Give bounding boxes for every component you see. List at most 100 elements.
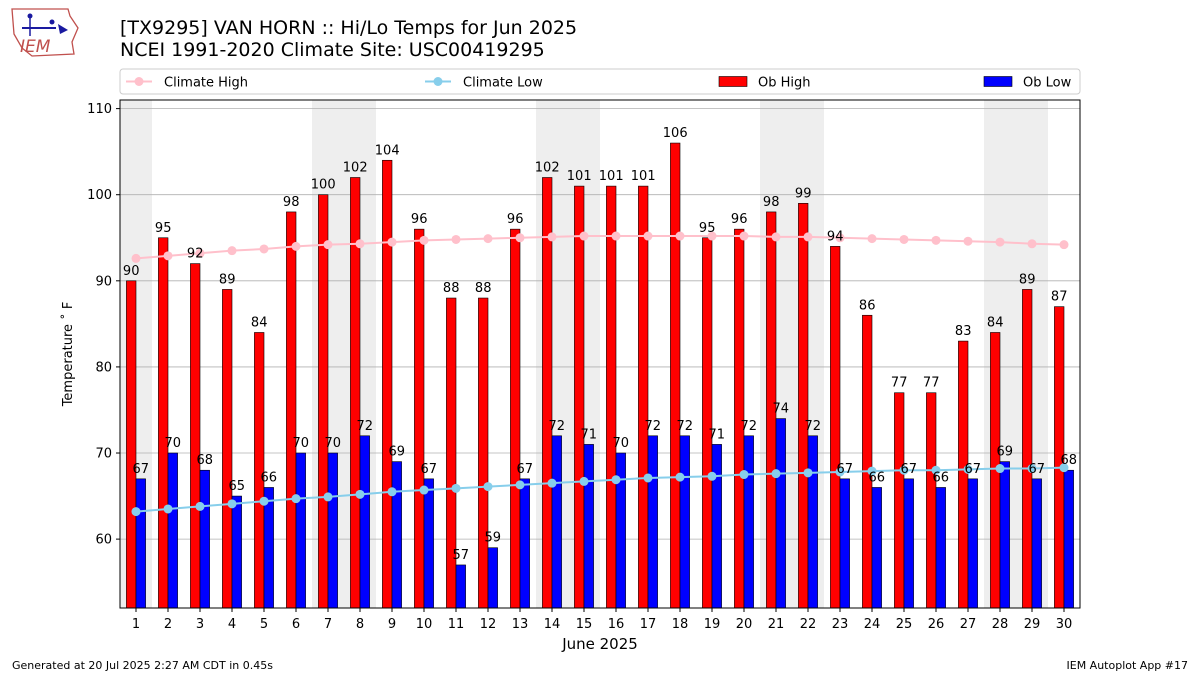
- climate-low-point: [131, 507, 141, 517]
- climate-high-point: [451, 234, 461, 244]
- climate-high-point: [163, 251, 173, 261]
- y-tick-label: 70: [95, 447, 112, 462]
- chart-subtitle: NCEI 1991-2020 Climate Site: USC00419295: [120, 39, 545, 61]
- climate-low-point: [387, 487, 397, 497]
- ob-high-label: 90: [123, 264, 140, 279]
- ob-low-label: 70: [613, 436, 630, 451]
- ob-high-label: 101: [631, 169, 656, 184]
- climate-high-point: [707, 231, 717, 241]
- ob-high-label: 104: [375, 143, 400, 158]
- ob-low-bar: [679, 435, 690, 609]
- ob-high-bar: [574, 185, 585, 609]
- ob-low-label: 67: [133, 462, 150, 477]
- x-tick-label: 3: [196, 617, 204, 632]
- ob-low-bar: [551, 435, 562, 609]
- climate-low-point: [1027, 464, 1037, 474]
- ob-low-label: 69: [389, 445, 406, 460]
- climate-low-point: [771, 469, 781, 479]
- ob-high-label: 96: [411, 212, 428, 227]
- ob-low-bar: [1063, 469, 1074, 609]
- ob-high-bar: [414, 228, 425, 609]
- x-tick-label: 26: [928, 617, 945, 632]
- climate-low-point: [899, 465, 909, 475]
- ob-high-label: 87: [1051, 290, 1068, 305]
- climate-low-point: [323, 492, 333, 502]
- ob-low-bar: [583, 444, 594, 609]
- x-tick-label: 14: [544, 617, 561, 632]
- climate-high-line: [135, 235, 1065, 260]
- ob-high-label: 88: [443, 281, 460, 296]
- x-tick-label: 1: [132, 617, 140, 632]
- ob-low-bar: [391, 461, 402, 609]
- ob-high-label: 84: [251, 315, 268, 330]
- ob-low-label: 72: [357, 419, 374, 434]
- y-axis-label: Temperature ˚ F: [60, 302, 76, 408]
- ob-low-bar: [135, 478, 146, 609]
- ob-high-label: 89: [219, 272, 236, 287]
- y-tick-label: 90: [95, 274, 112, 289]
- climate-low-point: [675, 472, 685, 482]
- ob-high-label: 95: [699, 221, 716, 236]
- ob-low-bar: [711, 444, 722, 609]
- x-axis-label: June 2025: [561, 635, 638, 653]
- ob-low-bar: [327, 452, 338, 609]
- ob-low-bar: [999, 461, 1010, 609]
- legend-climate-high-marker: [134, 77, 144, 86]
- ob-low-bar: [839, 478, 850, 609]
- ob-low-bar: [775, 418, 786, 609]
- climate-low-point: [451, 483, 461, 493]
- x-tick-label: 30: [1056, 617, 1073, 632]
- ob-low-bar: [519, 478, 530, 609]
- ob-high-bar: [190, 263, 201, 609]
- ob-low-label: 65: [229, 479, 246, 494]
- ob-high-bar: [510, 228, 521, 609]
- climate-high-point: [835, 233, 845, 243]
- climate-high-point: [675, 231, 685, 241]
- climate-high-point: [131, 253, 141, 263]
- ob-low-label: 72: [549, 419, 566, 434]
- ob-high-bar: [798, 203, 809, 609]
- ob-low-label: 70: [293, 436, 310, 451]
- x-tick-label: 27: [960, 617, 977, 632]
- climate-high-point: [899, 234, 909, 244]
- ob-low-label: 72: [805, 419, 822, 434]
- ob-high-label: 84: [987, 315, 1004, 330]
- ob-low-label: 69: [997, 445, 1014, 460]
- x-tick-label: 8: [356, 617, 364, 632]
- climate-low-point: [803, 468, 813, 478]
- ob-low-bar: [231, 495, 242, 609]
- climate-high-point: [739, 231, 749, 241]
- svg-text:IEM: IEM: [20, 37, 51, 57]
- climate-high-point: [963, 236, 973, 246]
- ob-high-bar: [222, 289, 233, 609]
- ob-low-label: 74: [773, 402, 790, 417]
- climate-high-point: [643, 231, 653, 241]
- x-tick-label: 2: [164, 617, 172, 632]
- x-tick-label: 6: [292, 617, 300, 632]
- ob-high-label: 101: [567, 169, 592, 184]
- ob-low-label: 67: [965, 462, 982, 477]
- x-tick-label: 23: [832, 617, 849, 632]
- ob-low-bar: [1031, 478, 1042, 609]
- climate-high-point: [611, 231, 621, 241]
- climate-low-point: [867, 466, 877, 476]
- climate-high-point: [195, 248, 205, 258]
- climate-low-point: [483, 482, 493, 492]
- climate-low-point: [163, 504, 173, 514]
- legend-ob-high-swatch: [718, 76, 748, 87]
- ob-high-label: 100: [311, 178, 336, 193]
- climate-high-point: [995, 237, 1005, 247]
- ob-low-bar: [871, 487, 882, 609]
- ob-low-bar: [743, 435, 754, 609]
- ob-low-label: 70: [325, 436, 342, 451]
- ob-high-bar: [830, 246, 841, 609]
- x-tick-label: 4: [228, 617, 236, 632]
- climate-low-point: [739, 470, 749, 480]
- ob-high-label: 96: [507, 212, 524, 227]
- ob-high-bar: [862, 314, 873, 609]
- ob-low-bar: [295, 452, 306, 609]
- x-tick-label: 19: [704, 617, 721, 632]
- climate-low-point: [995, 464, 1005, 474]
- climate-low-point: [419, 485, 429, 495]
